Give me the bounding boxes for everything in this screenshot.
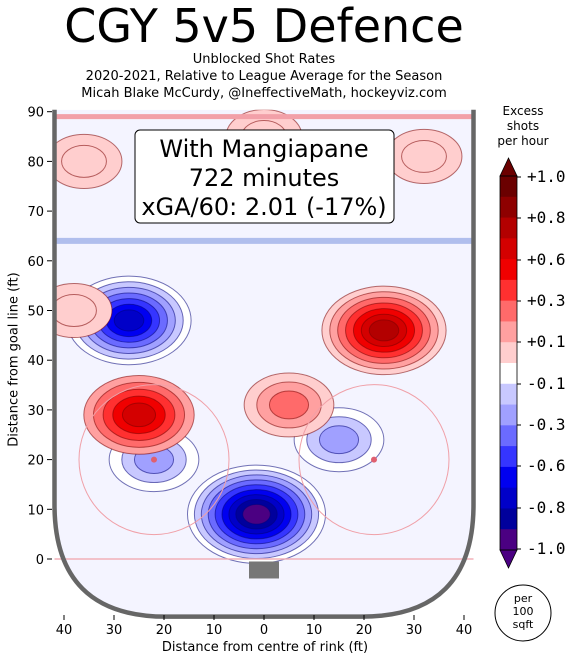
y-tick-label-3: 30 xyxy=(27,404,44,419)
deficit-contour-0-8 xyxy=(242,503,271,525)
colorbar-band-16 xyxy=(500,508,517,530)
colorbar-band-9 xyxy=(500,363,517,385)
y-tick-label-9: 90 xyxy=(27,106,44,121)
colorbar-band-3 xyxy=(500,238,517,260)
colorbar-band-1 xyxy=(500,196,517,219)
chart-title: CGY 5v5 Defence xyxy=(64,0,464,53)
faceoff-circle-left xyxy=(78,384,230,536)
unit-badge-unit-2: 100 xyxy=(513,605,534,618)
excess-contour-4-6 xyxy=(368,319,400,342)
excess-region-7 xyxy=(54,133,123,189)
x-tick-label-8: 40 xyxy=(456,623,473,638)
deficit-contour-2-2 xyxy=(318,425,360,455)
faceoff-circle-right xyxy=(298,384,450,536)
colorbar-band-15 xyxy=(500,487,517,509)
annotation-line-2: 722 minutes xyxy=(189,164,340,192)
colorbar-bottom-extension xyxy=(499,549,518,569)
goal-net xyxy=(249,561,279,579)
colorbar-band-17 xyxy=(500,529,517,551)
y-tick-label-6: 60 xyxy=(27,255,44,270)
colorbar-band-7 xyxy=(500,321,517,343)
colorbar-band-2 xyxy=(500,217,517,239)
x-tick-label-1: 30 xyxy=(106,623,123,638)
colorbar-title: Excess shots per hour xyxy=(488,104,558,149)
colorbar-frame xyxy=(499,175,518,551)
colorbar-tick-label-7: -0.6 xyxy=(527,456,566,475)
y-tick-label-2: 20 xyxy=(27,454,44,469)
colorbar-top-extension xyxy=(499,157,518,177)
x-tick-label-4: 0 xyxy=(260,623,268,638)
colorbar-band-10 xyxy=(500,383,517,406)
annotation-box xyxy=(134,129,395,224)
x-axis-label: Distance from centre of rink (ft) xyxy=(161,640,369,655)
unit-badge-unit-1: per xyxy=(514,592,533,605)
colorbar-title-line-2: shots xyxy=(506,119,540,133)
excess-region-4 xyxy=(321,285,447,376)
deficit-region-0 xyxy=(187,464,326,564)
y-tick-label-4: 40 xyxy=(27,354,44,369)
x-tick-label-0: 40 xyxy=(56,623,73,638)
x-tick-label-5: 10 xyxy=(306,623,323,638)
faceoff-dot-right xyxy=(371,456,377,463)
y-tick-label-1: 10 xyxy=(27,503,44,518)
excess-contour-8-1 xyxy=(54,294,97,327)
excess-contour-6-2 xyxy=(268,390,310,420)
colorbar-band-5 xyxy=(500,279,517,302)
y-tick-label-0: 0 xyxy=(36,553,44,568)
colorbar-band-6 xyxy=(500,300,517,322)
excess-region-9 xyxy=(385,128,463,184)
subtitle-line-1: Unblocked Shot Rates xyxy=(192,52,336,67)
x-tick-label-7: 30 xyxy=(406,623,423,638)
colorbar-tick-label-4: +0.1 xyxy=(527,332,566,351)
colorbar-band-8 xyxy=(500,342,517,364)
subtitle-line-2: 2020-2021, Relative to League Average fo… xyxy=(85,69,443,84)
colorbar-tick-label-0: +1.0 xyxy=(527,167,566,186)
colorbar-tick-label-9: -1.0 xyxy=(527,539,566,558)
colorbar-title-line-3: per hour xyxy=(497,134,549,148)
y-tick-label-8: 80 xyxy=(27,155,44,170)
colorbar-tick-label-5: -0.1 xyxy=(527,374,566,393)
colorbar-band-13 xyxy=(500,446,517,468)
annotation-line-3: xGA/60: 2.01 (-17%) xyxy=(141,193,386,221)
colorbar-title-line-1: Excess xyxy=(502,104,544,118)
excess-contour-9-1 xyxy=(401,139,447,173)
excess-region-6 xyxy=(243,372,335,438)
excess-region-5 xyxy=(83,375,195,455)
faceoff-dot-left xyxy=(151,456,157,463)
subtitle-line-3: Micah Blake McCurdy, @IneffectiveMath, h… xyxy=(81,86,447,101)
colorbar-tick-label-8: -0.8 xyxy=(527,498,566,517)
colorbar-band-14 xyxy=(500,466,517,489)
y-tick-label-5: 50 xyxy=(27,305,44,320)
colorbar-band-11 xyxy=(500,404,517,426)
colorbar-tick-label-1: +0.8 xyxy=(527,208,566,227)
annotation-line-1: With Mangiapane xyxy=(159,135,368,163)
colorbar-band-0 xyxy=(500,176,517,198)
colorbar-tick-label-3: +0.3 xyxy=(527,291,566,310)
x-tick-label-3: 10 xyxy=(206,623,223,638)
unit-badge-unit-3: sqft xyxy=(513,618,534,631)
x-tick-label-2: 20 xyxy=(156,623,173,638)
colorbar-tick-label-6: -0.3 xyxy=(527,415,566,434)
deficit-contour-1-6 xyxy=(113,309,145,332)
excess-contour-5-4 xyxy=(121,402,157,428)
colorbar-band-12 xyxy=(500,425,517,447)
colorbar-tick-label-2: +0.6 xyxy=(527,250,566,269)
x-tick-label-6: 20 xyxy=(356,623,373,638)
unit-badge xyxy=(494,584,552,642)
y-tick-label-7: 70 xyxy=(27,205,44,220)
excess-contour-7-1 xyxy=(61,144,107,178)
colorbar-band-4 xyxy=(500,259,517,281)
